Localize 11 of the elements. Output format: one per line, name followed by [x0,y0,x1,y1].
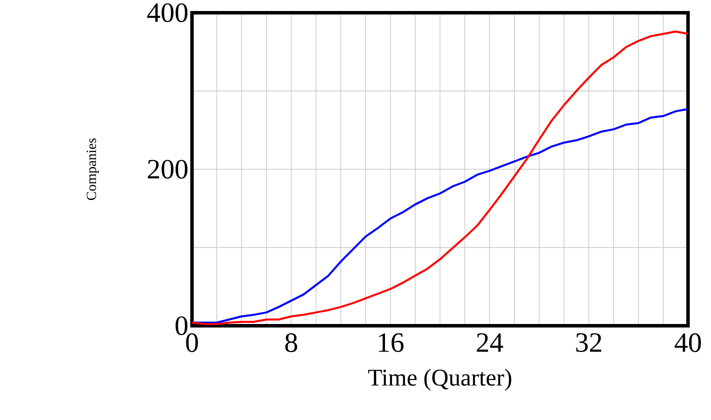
y-tick-label: 400 [147,3,188,22]
x-tick-label: 16 [378,333,404,352]
x-tick-label: 24 [476,333,504,352]
x-tick-label: 32 [576,333,602,352]
x-tick-label: 40 [674,333,701,352]
y-tick-label: 0 [176,316,188,336]
y-tick-label: 200 [148,160,188,179]
x-tick-label: 8 [285,333,298,352]
y-axis-title: Companies [86,138,99,200]
line-series [191,30,690,326]
x-axis-title: Time (Quarter) [368,369,512,391]
